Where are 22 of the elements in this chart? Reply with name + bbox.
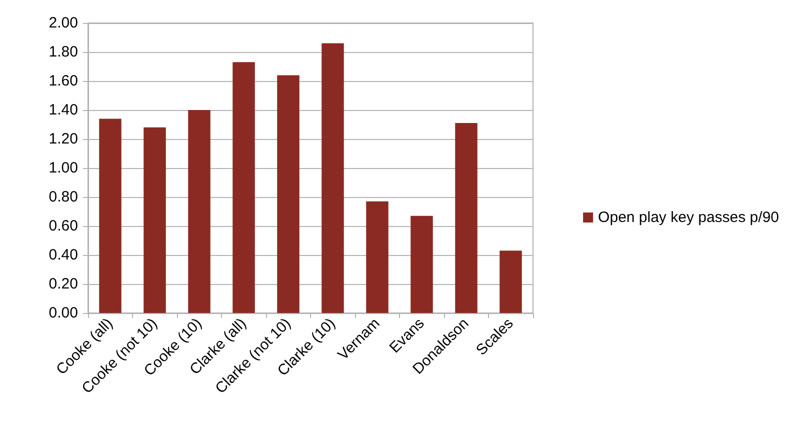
bar (366, 201, 388, 313)
bar (277, 75, 300, 313)
y-tick-label: 0.20 (48, 276, 78, 292)
y-tick-label: 2.00 (48, 14, 78, 32)
bar (232, 62, 255, 313)
bar (455, 123, 478, 313)
bar (322, 43, 344, 313)
y-tick-label: 0.80 (48, 188, 78, 206)
y-tick-label: 1.40 (48, 102, 78, 118)
bar (144, 127, 166, 313)
bar (410, 216, 433, 313)
y-tick-label: 1.00 (48, 160, 78, 176)
y-tick-label: 1.60 (48, 72, 78, 90)
y-tick-label: 1.80 (48, 44, 78, 60)
y-tick-label: 1.20 (48, 130, 78, 148)
bar (500, 250, 522, 313)
y-tick-label: 0.40 (48, 246, 78, 264)
y-tick-label: 0.00 (48, 304, 78, 322)
bar (188, 110, 210, 313)
legend-label: Open play key passes p/90 (598, 209, 780, 226)
bar (99, 118, 122, 313)
y-tick-label: 0.60 (48, 218, 78, 234)
